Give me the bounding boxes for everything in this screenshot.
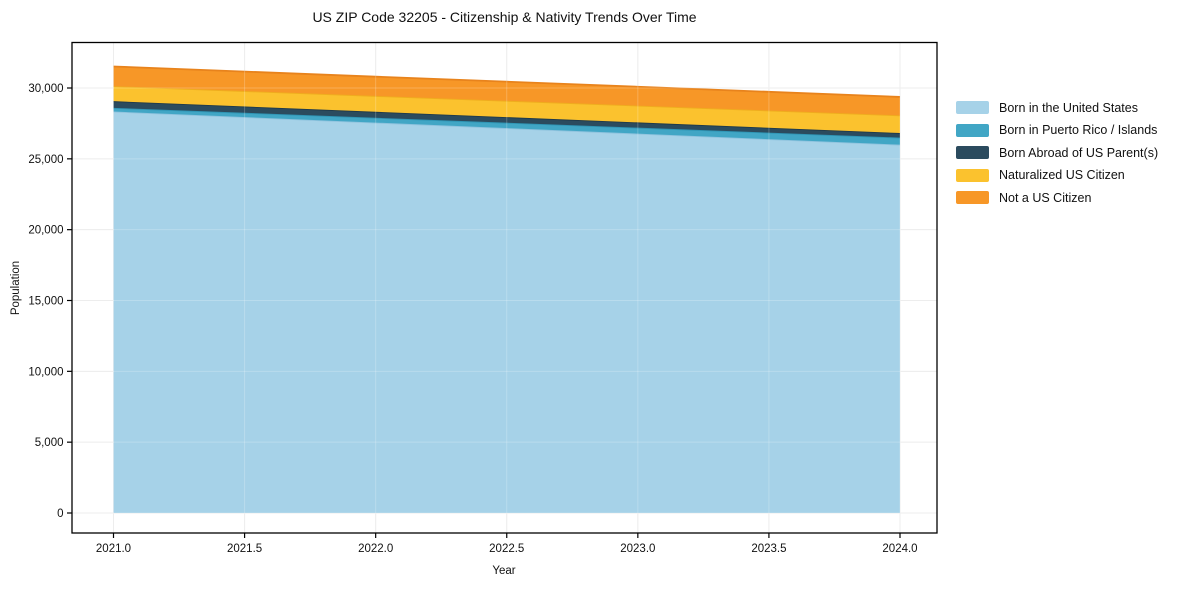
legend-item: Naturalized US Citizen [956, 168, 1158, 183]
area-series-3 [113, 86, 901, 134]
y-tick-label: 0 [57, 508, 63, 520]
x-tick-label: 2023.5 [751, 543, 786, 555]
legend-swatch [956, 123, 989, 137]
legend-swatch [956, 101, 989, 114]
x-tick-label: 2021.5 [227, 543, 262, 555]
legend-label: Born in the United States [999, 100, 1138, 115]
legend: Born in the United States Born in Puerto … [956, 101, 1158, 214]
x-tick-label: 2021.0 [96, 543, 131, 555]
legend-label: Not a US Citizen [999, 190, 1092, 205]
y-tick-label: 15,000 [28, 296, 63, 308]
chart-title: US ZIP Code 32205 - Citizenship & Nativi… [312, 9, 697, 25]
legend-swatch [956, 168, 989, 182]
area-series-1 [113, 107, 901, 145]
legend-item: Born Abroad of US Parent(s) [956, 145, 1159, 160]
legend-swatch [956, 191, 989, 205]
area-series-2 [113, 101, 901, 138]
y-tick-label: 25,000 [28, 154, 63, 166]
area-edge-4 [113, 65, 901, 98]
legend-label: Naturalized US Citizen [999, 168, 1125, 183]
x-axis-label: Year [492, 565, 516, 577]
x-tick-label: 2022.0 [358, 543, 393, 555]
legend-item: Born in the United States [956, 100, 1158, 115]
plot-border [71, 41, 938, 534]
x-tick-label: 2023.0 [620, 543, 655, 555]
legend-label: Born Abroad of US Parent(s) [999, 145, 1159, 160]
y-tick-label: 10,000 [28, 366, 63, 378]
legend-item: Not a US Citizen [956, 190, 1158, 205]
x-tick-label: 2024.0 [882, 543, 917, 555]
legend-swatch [956, 146, 989, 160]
legend-label: Born in Puerto Rico / Islands [999, 123, 1158, 138]
legend-item: Born in Puerto Rico / Islands [956, 123, 1158, 138]
y-axis-label: Population [10, 260, 22, 316]
area-series-0 [113, 111, 901, 514]
y-tick-label: 5,000 [35, 437, 64, 449]
area-series-4 [113, 66, 901, 116]
y-tick-label: 20,000 [28, 225, 63, 237]
y-tick-label: 30,000 [28, 83, 63, 95]
x-tick-label: 2022.5 [489, 543, 524, 555]
